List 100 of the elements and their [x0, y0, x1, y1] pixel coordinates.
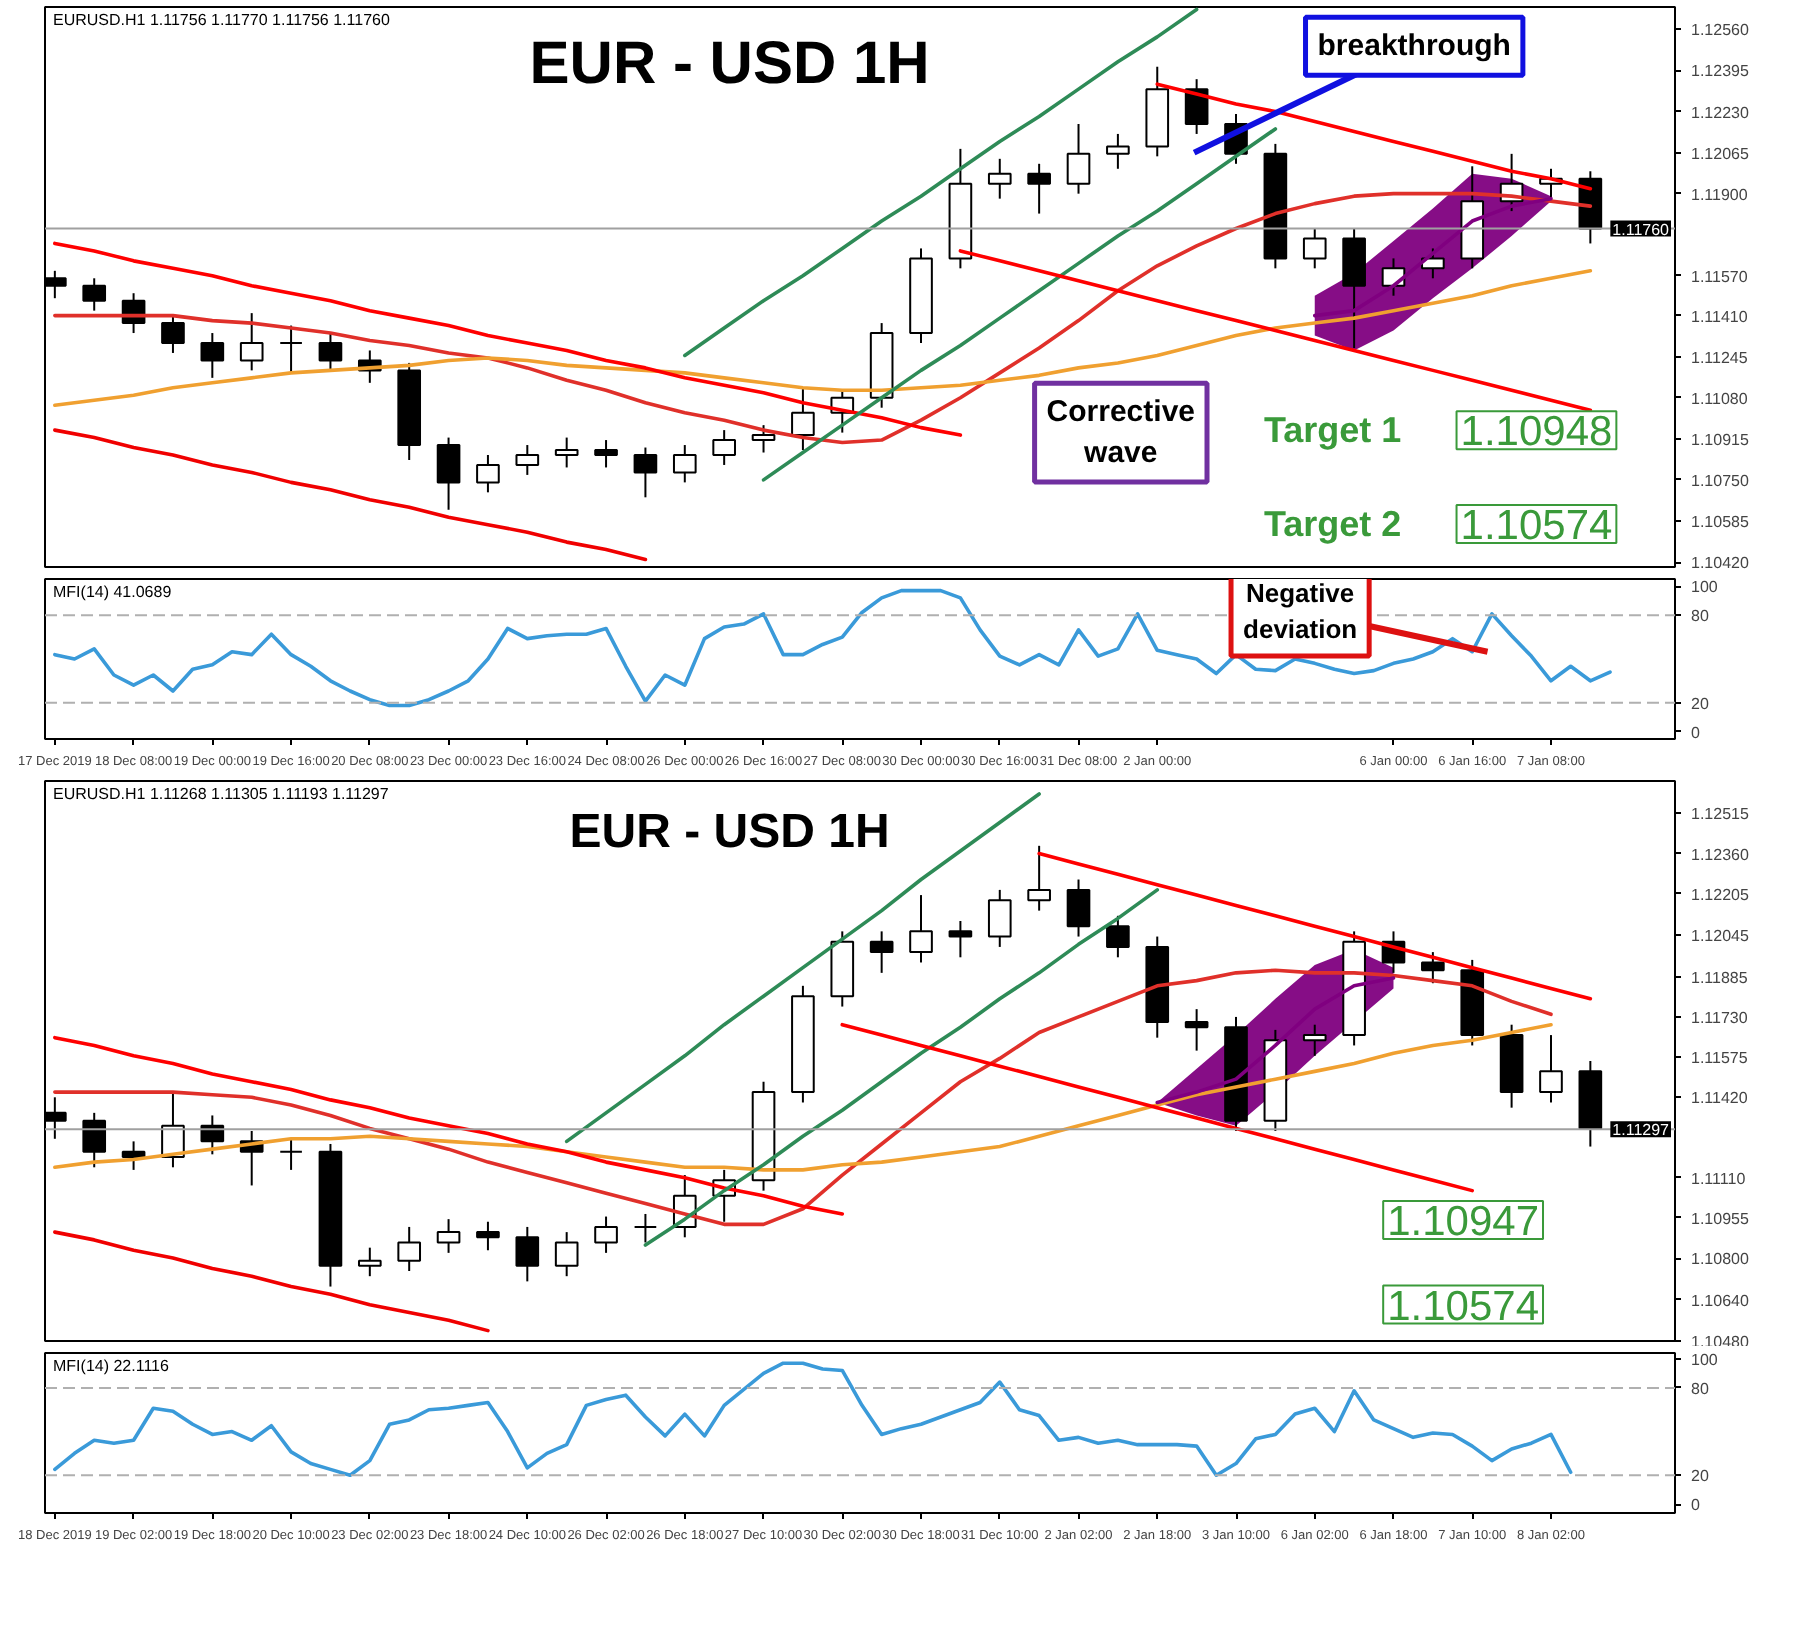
candlestick: [1421, 247, 1445, 280]
candlestick: [751, 424, 776, 454]
annotation: Target 2: [1264, 503, 1402, 544]
candlestick: [1066, 122, 1091, 195]
y-tick-label: 1.12045: [1691, 927, 1750, 946]
text: EUR - USD 1H: [569, 805, 890, 859]
candlestick: [515, 444, 540, 476]
y-tick-label: 1.10585: [1691, 512, 1750, 531]
y-tick-label: 20: [1691, 694, 1710, 713]
y-tick-label: 1.11110: [1691, 1169, 1747, 1188]
candlestick: [554, 436, 579, 469]
candlestick: [1421, 951, 1445, 985]
candlestick: [1106, 914, 1130, 959]
y-tick-label: 1.10750: [1691, 471, 1750, 490]
candlestick: [948, 920, 973, 959]
candlestick: [594, 439, 618, 469]
candlestick: [161, 314, 185, 354]
candlestick: [436, 1218, 461, 1254]
candlestick: [318, 332, 343, 372]
candlestick: [1539, 1034, 1563, 1104]
candlestick: [515, 1225, 540, 1283]
y-tick-label: 1.12560: [1691, 21, 1750, 40]
candlestick: [476, 454, 500, 494]
y-tick-label: 1.10640: [1691, 1291, 1750, 1310]
y-tick-label: 1.10915: [1691, 430, 1750, 449]
y-tick-label: 100: [1691, 1350, 1719, 1369]
candlestick: [279, 1137, 303, 1171]
y-tick-label: 1.11420: [1691, 1089, 1749, 1108]
candlestick: [791, 386, 815, 452]
y-tick-label: 20: [1691, 1467, 1710, 1486]
candlestick: [909, 894, 933, 964]
candlestick: [1066, 878, 1091, 938]
ref-line-label: 1.11297: [1612, 1121, 1671, 1140]
line-series: [53, 1035, 845, 1216]
annotation: 1.10574: [1460, 502, 1613, 549]
y-tick-label: 1.11900: [1691, 185, 1749, 204]
candlestick: [554, 1231, 579, 1278]
line-series: [53, 428, 648, 562]
annotation: 1.10574: [1387, 1283, 1540, 1330]
y-tick-label: 1.12065: [1691, 144, 1750, 163]
candlestick: [1106, 132, 1130, 170]
annotation: Corrective wave: [1046, 395, 1195, 470]
y-tick-label: 80: [1691, 1379, 1710, 1398]
y-tick-label: 0: [1691, 723, 1701, 742]
annotation: breakthrough: [1317, 29, 1511, 64]
candlestick: [82, 1111, 107, 1169]
chart-subtitle: EURUSD.H1 1.11756 1.11770 1.11756 1.11760: [53, 11, 391, 29]
y-tick-label: 1.11885: [1691, 968, 1749, 987]
candlestick: [357, 1246, 382, 1278]
y-tick-label: 1.12395: [1691, 62, 1750, 81]
candlestick: [1302, 1023, 1327, 1057]
y-tick-label: 1.11080: [1691, 389, 1749, 408]
annotation: Negative deviation: [1243, 578, 1358, 644]
line-series: [53, 1230, 490, 1333]
annotation: 1.10947: [1387, 1199, 1540, 1246]
ref-line-label: 1.11760: [1612, 220, 1671, 239]
chart-subtitle: EURUSD.H1 1.11268 1.11305 1.11193 1.11297: [53, 785, 390, 803]
candlestick: [633, 1212, 658, 1244]
candlestick: [1027, 162, 1051, 215]
y-tick-label: 1.10420: [1691, 554, 1750, 573]
candlestick: [436, 436, 461, 511]
line-series: [564, 792, 1041, 1144]
y-tick-label: 1.12230: [1691, 103, 1750, 122]
line-series: [1037, 851, 1593, 1001]
candlestick: [1027, 844, 1051, 912]
candlestick: [1342, 227, 1366, 349]
annotation: Target 1: [1264, 410, 1402, 451]
candlestick: [987, 157, 1012, 200]
chart-subtitle: MFI(14) 22.1116: [53, 1357, 171, 1375]
line-series: [53, 241, 963, 437]
y-tick-label: 100: [1691, 578, 1719, 597]
line-series: [643, 888, 1160, 1247]
annotation: 1.10948: [1460, 409, 1613, 456]
y-tick-label: 1.11410: [1691, 307, 1749, 326]
candlestick: [121, 1140, 146, 1171]
candlestick: [712, 429, 736, 466]
candlestick: [633, 446, 658, 499]
y-tick-label: 1.11245: [1691, 348, 1749, 367]
line-series: [53, 1022, 1553, 1172]
chart-title: EUR - USD 1H: [529, 31, 930, 97]
candlestick: [672, 444, 697, 484]
y-tick-label: 1.11570: [1691, 267, 1749, 286]
candlestick: [279, 324, 303, 374]
candlestick: [476, 1220, 500, 1252]
line-series: [840, 1022, 1475, 1193]
y-tick-label: 1.10800: [1691, 1250, 1750, 1269]
line-series: [53, 1361, 1573, 1477]
candlestick: [397, 1225, 422, 1272]
candlestick: [1184, 1008, 1209, 1052]
candlestick: [594, 1215, 618, 1254]
chart-subtitle: MFI(14) 41.0689: [53, 583, 173, 601]
candlestick: [987, 888, 1012, 948]
candlestick: [869, 930, 894, 974]
y-tick-label: 1.11575: [1691, 1049, 1749, 1068]
y-tick-label: 0: [1691, 1496, 1701, 1515]
y-tick-label: 1.10955: [1691, 1209, 1750, 1228]
candlestick: [82, 277, 107, 312]
candlestick: [1302, 227, 1327, 270]
y-tick-label: 1.12515: [1691, 805, 1750, 824]
candlestick: [200, 332, 225, 379]
